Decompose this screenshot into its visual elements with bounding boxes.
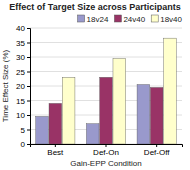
y-tick-mark	[27, 28, 30, 29]
title-line: Effect of Target Size across Participant…	[9, 2, 180, 12]
x-axis-title: Gain-EPP Condition	[70, 159, 141, 168]
grid-line	[30, 28, 182, 29]
bar-series	[36, 85, 150, 144]
bar	[62, 77, 75, 144]
y-tick-label: 40	[16, 24, 25, 33]
legend-label: 18v24	[87, 15, 109, 24]
y-tick-mark	[27, 57, 30, 58]
y-tick-label: 10	[16, 111, 25, 120]
plot-area: 0 5 10 15 20 25 30 35 40 Best Def-On Def-Off	[16, 24, 182, 157]
chart-svg: Effect of Target Size across Participant…	[0, 0, 190, 170]
y-tick-mark	[27, 115, 30, 116]
x-tick: Def-On	[93, 144, 119, 157]
y-tick: 5	[21, 126, 30, 135]
legend-item: 24v40	[114, 15, 145, 24]
y-tick-label: 15	[16, 97, 25, 106]
y-tick-label: 5	[21, 126, 26, 135]
grid-line	[30, 42, 182, 43]
x-tick: Def-Off	[144, 144, 170, 157]
x-tick: Best	[47, 144, 64, 157]
legend-swatch	[114, 15, 121, 22]
bar	[150, 87, 163, 144]
x-tick-label: Def-On	[93, 148, 119, 157]
y-tick-label: 30	[16, 53, 25, 62]
x-axis: Best Def-On Def-Off	[31, 144, 183, 157]
bar	[100, 77, 113, 144]
y-tick: 35	[16, 39, 30, 48]
y-tick-mark	[27, 101, 30, 102]
x-tick-mark	[106, 144, 107, 147]
bar	[86, 124, 99, 144]
legend-swatch	[151, 15, 158, 22]
x-tick-mark	[55, 144, 56, 147]
y-tick-mark	[27, 86, 30, 87]
y-tick: 25	[16, 68, 30, 77]
x-tick-label: Def-Off	[144, 148, 170, 157]
y-tick-label: 25	[16, 68, 25, 77]
y-tick: 30	[16, 53, 30, 62]
y-tick-label: 0	[21, 140, 26, 149]
grid-line	[30, 71, 182, 72]
chart-container: Effect of Target Size across Participant…	[0, 0, 190, 170]
legend: 18v24 24v40 18v40	[78, 15, 183, 24]
y-axis-title: Time Effect Size (%)	[1, 49, 10, 122]
bar	[113, 58, 126, 144]
y-tick-label: 35	[16, 39, 25, 48]
legend-item: 18v40	[151, 15, 182, 24]
x-tick-label: Best	[47, 148, 64, 157]
grid-line	[30, 57, 182, 58]
y-axis: 0 5 10 15 20 25 30 35 40	[16, 24, 30, 149]
legend-label: 18v40	[160, 15, 182, 24]
y-tick-mark	[27, 43, 30, 44]
chart-title: Effect of Target Size across Participant…	[9, 2, 180, 12]
y-tick: 40	[16, 24, 30, 33]
bar-series	[62, 38, 176, 144]
bar	[164, 38, 177, 144]
x-axis-line	[31, 145, 183, 148]
bar	[36, 116, 49, 144]
y-tick-label: 20	[16, 82, 25, 91]
legend-swatch	[78, 15, 85, 22]
y-tick: 10	[16, 111, 30, 120]
y-tick-mark	[27, 144, 30, 145]
y-tick-mark	[27, 72, 30, 73]
bar	[137, 85, 150, 144]
grid	[30, 28, 182, 144]
bar-series	[49, 77, 163, 144]
legend-label: 24v40	[123, 15, 145, 24]
legend-item: 18v24	[78, 15, 109, 24]
bars	[36, 38, 177, 144]
x-tick-mark	[156, 144, 157, 147]
y-tick: 15	[16, 97, 30, 106]
y-tick: 0	[21, 140, 30, 149]
y-tick: 20	[16, 82, 30, 91]
y-tick-mark	[27, 130, 30, 131]
bar	[49, 103, 62, 144]
y-axis-line	[27, 29, 31, 145]
